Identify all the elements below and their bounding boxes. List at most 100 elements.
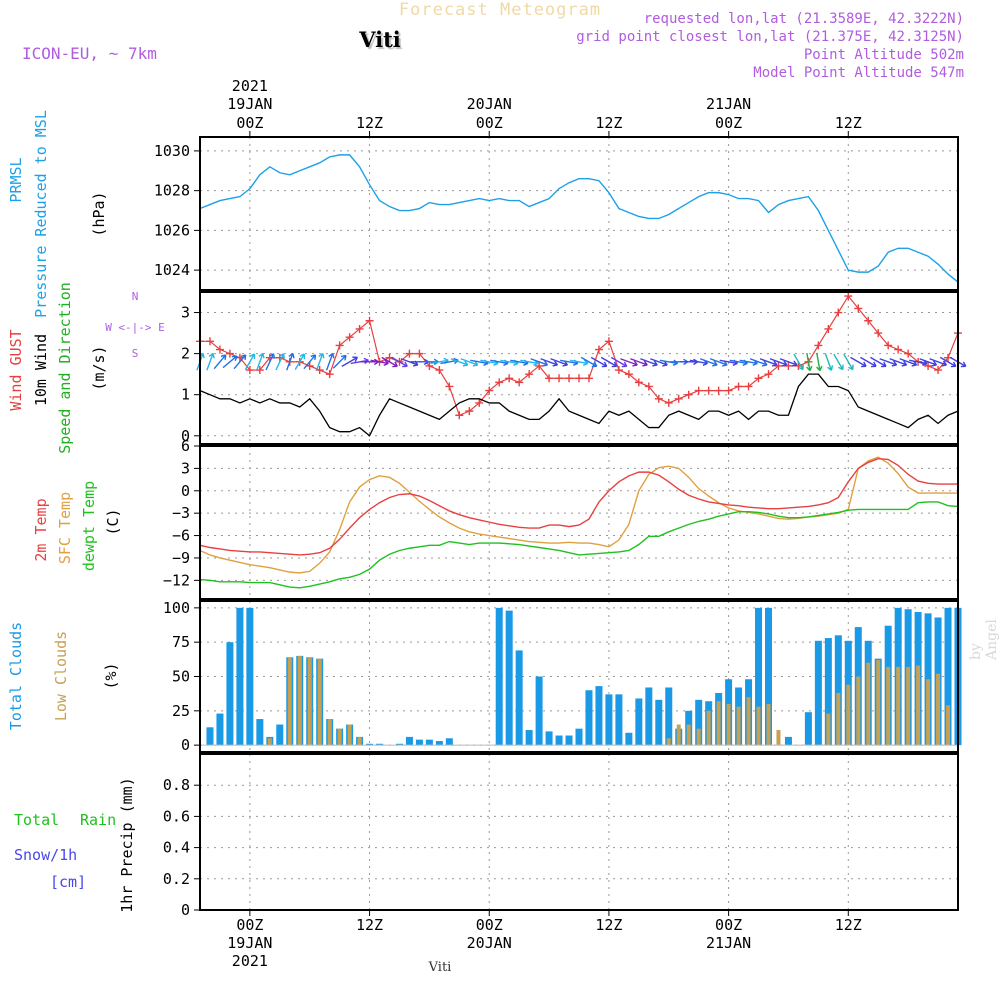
bottom-axis-year: 2021 [232, 952, 268, 970]
cloud-total-bar [236, 607, 244, 746]
wind-gust-point [924, 361, 933, 370]
cloud-total-bar [625, 732, 633, 746]
y-tick-label: 75 [172, 633, 190, 651]
wind-gust-point [415, 349, 424, 358]
cloud-total-bar [505, 610, 513, 746]
top-axis-tick-label: 12Z [595, 114, 622, 132]
wind-gust-point [555, 374, 564, 383]
wind-direction-arrow [860, 356, 877, 368]
watermark: by Angel [968, 619, 1000, 660]
cloud-total-bar [425, 739, 433, 746]
wind-gust-point [525, 370, 534, 379]
cloud-total-bar [645, 687, 653, 746]
pressure-line [199, 154, 959, 283]
wind-direction-arrow [580, 356, 598, 368]
model-point-altitude: Model Point Altitude 547m [753, 65, 964, 81]
wind-gust-point [614, 366, 623, 375]
wind-direction-arrow [233, 354, 247, 370]
wind-direction-arrow [843, 353, 854, 371]
pressure-label-prmsl: PRMSL [7, 157, 25, 202]
cloud-total-bar [804, 712, 812, 746]
top-axis-date-label: 19JAN [227, 95, 272, 113]
wind-direction-arrow [929, 358, 948, 367]
wind-gust-point [694, 386, 703, 395]
wind-direction-arrow [370, 359, 389, 366]
wind-gust-point [455, 411, 464, 420]
y-tick-label: 3 [181, 304, 190, 322]
y-tick-label: 0 [181, 901, 190, 919]
panel-frame-wind [199, 291, 959, 445]
cloud-total-bar [944, 607, 952, 746]
y-tick-label: 0.8 [163, 776, 190, 794]
y-tick-label: 1030 [154, 142, 190, 160]
wind-gust-point [584, 374, 593, 383]
wind-gust-point [335, 341, 344, 350]
cloud-total-bar [784, 736, 792, 746]
cloud-total-bar [545, 731, 553, 746]
cloud-total-bar [575, 728, 583, 746]
wind-gust-point [774, 361, 783, 370]
wind-direction-arrow [332, 354, 347, 369]
y-tick-label: 0.2 [163, 870, 190, 888]
wind-direction-arrow [824, 353, 834, 371]
wind-gust-point [704, 386, 713, 395]
pressure-unit-label: (hPa) [90, 191, 108, 236]
y-tick-label: 0.6 [163, 807, 190, 825]
y-tick-label: 2 [181, 345, 190, 363]
cloud-low-bar [267, 738, 272, 746]
top-axis-date-label: 21JAN [706, 95, 751, 113]
wind-gust-point [495, 378, 504, 387]
wind-direction-arrow [879, 358, 898, 367]
wind-gust-point [884, 341, 893, 350]
wind-direction-arrow [650, 358, 668, 367]
cloud-total-bar [405, 736, 413, 746]
wind-direction-arrow [806, 352, 813, 372]
cloud-low-bar [846, 684, 851, 746]
wind-10m-label: 10m Wind [32, 334, 50, 406]
cloud-low-bar [926, 679, 931, 746]
cloud-low-bar [906, 666, 911, 746]
wind-direction-arrow [850, 356, 867, 368]
cloud-low-bar [766, 703, 771, 746]
wind-direction-arrow [294, 353, 306, 370]
wind-direction-arrow [793, 353, 804, 371]
wind-gust-label: Wind GUST [7, 329, 25, 410]
cloud-total-bar [824, 638, 832, 746]
wind-direction-arrow [630, 358, 648, 367]
wind-gust-point [405, 349, 414, 358]
wind-gust-point [744, 382, 753, 391]
y-tick-label: 1 [181, 386, 190, 404]
wind-gust-point [445, 382, 454, 391]
footer-place: Viti [428, 960, 452, 975]
wind-direction-arrow [256, 352, 265, 371]
cloud-low-bar [746, 697, 751, 746]
cloud-total-bar [595, 686, 603, 746]
wind-gust-point [545, 374, 554, 383]
cloud-total-bar [226, 642, 234, 746]
wind-direction-arrow [244, 353, 256, 370]
wind-direction-label: Speed and Direction [56, 282, 74, 454]
precip-snow-label: Snow/1h [14, 846, 77, 864]
panel-frame-pressure [199, 136, 959, 291]
y-tick-label: 0 [181, 482, 190, 500]
wind-gust-point [834, 308, 843, 317]
bottom-axis-date-label: 21JAN [706, 934, 751, 952]
y-tick-label: 0 [181, 736, 190, 754]
wind-gust-point [535, 361, 544, 370]
cloud-low-bar [337, 728, 342, 746]
wind-gust-point [594, 345, 603, 354]
wind-gust-point [854, 304, 863, 313]
wind-gust-point [205, 337, 214, 346]
wind-direction-arrow [325, 352, 335, 371]
temp-dewpt-label: dewpt Temp [80, 481, 98, 571]
bottom-axis-tick-label: 12Z [835, 916, 862, 934]
panel-frame-precip [199, 753, 959, 911]
wind-gust-point [604, 337, 613, 346]
wind-gust-point [225, 349, 234, 358]
temp-sfc-label: SFC Temp [56, 492, 74, 564]
bottom-axis-tick-label: 12Z [356, 916, 383, 934]
cloud-low-bar [706, 710, 711, 746]
bottom-axis-tick-label: 00Z [476, 916, 503, 934]
wind-direction-arrow [540, 358, 559, 367]
top-axis-tick-label: 12Z [356, 114, 383, 132]
